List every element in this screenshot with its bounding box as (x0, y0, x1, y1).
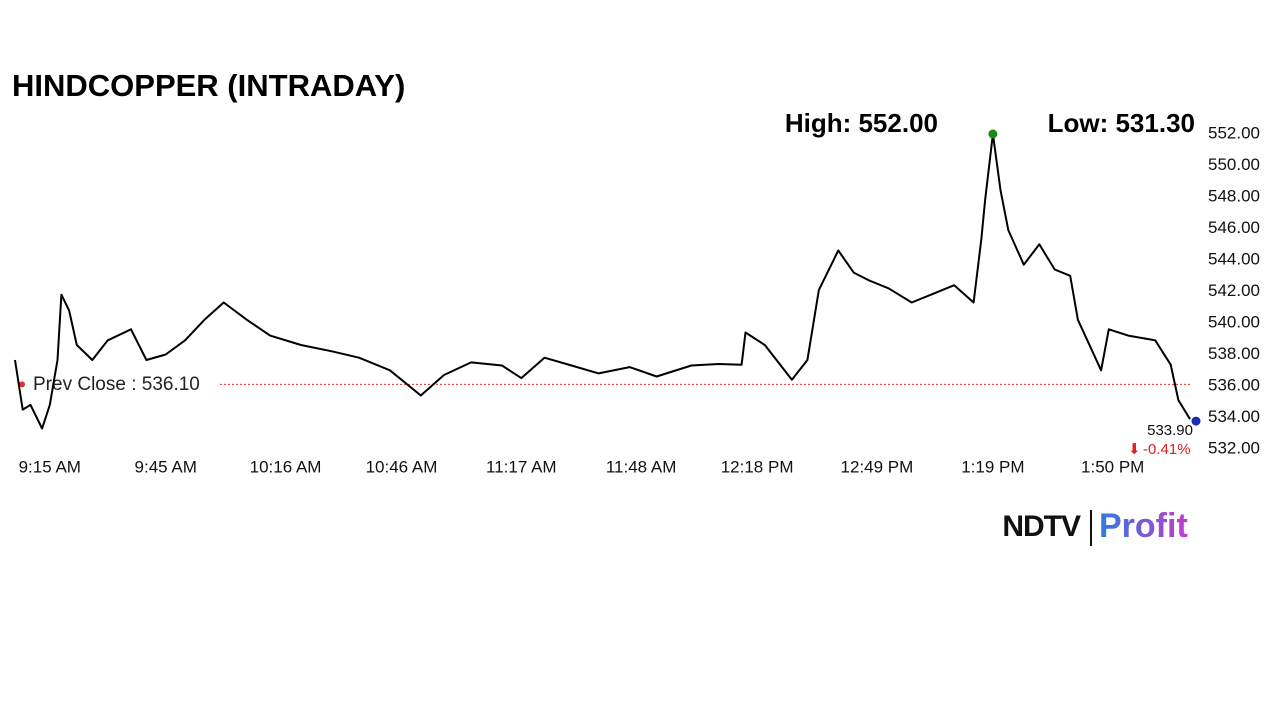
y-tick-label: 550.00 (1208, 155, 1260, 174)
y-tick-label: 542.00 (1208, 281, 1260, 300)
x-tick-label: 1:19 PM (961, 457, 1024, 476)
x-tick-label: 12:49 PM (841, 457, 914, 476)
y-tick-label: 552.00 (1208, 123, 1260, 142)
low-label: Low: 531.30 (1048, 108, 1195, 138)
x-tick-label: 1:50 PM (1081, 457, 1144, 476)
y-tick-label: 536.00 (1208, 375, 1260, 394)
y-tick-label: 540.00 (1208, 312, 1260, 331)
x-tick-label: 10:46 AM (366, 457, 438, 476)
y-tick-label: 544.00 (1208, 249, 1260, 268)
price-line (14, 133, 1191, 430)
last-price-label: 533.90 (1147, 422, 1193, 439)
prev-close-label: Prev Close : 536.10 (33, 374, 200, 395)
prev-close-marker (19, 381, 25, 388)
down-arrow: ⬇ (1128, 441, 1141, 458)
high-marker (988, 129, 998, 139)
x-tick-label: 11:17 AM (486, 457, 557, 476)
high-label: High: 552.00 (785, 108, 938, 138)
last-marker (1191, 416, 1201, 426)
x-tick-label: 12:18 PM (721, 457, 794, 476)
brand-profit: Profit (1099, 507, 1188, 545)
brand-ndtv: NDTV (1002, 510, 1081, 543)
change-label: -0.41% (1143, 441, 1191, 458)
x-tick-label: 11:48 AM (606, 457, 677, 476)
y-tick-label: 534.00 (1208, 407, 1260, 426)
y-tick-label: 532.00 (1208, 438, 1260, 457)
x-tick-label: 9:15 AM (19, 457, 81, 476)
x-tick-label: 10:16 AM (250, 457, 322, 476)
y-tick-label: 538.00 (1208, 344, 1260, 363)
y-tick-label: 548.00 (1208, 186, 1260, 205)
x-tick-label: 9:45 AM (135, 457, 197, 476)
y-tick-label: 546.00 (1208, 218, 1260, 237)
chart-title: HINDCOPPER (INTRADAY) (12, 68, 405, 103)
